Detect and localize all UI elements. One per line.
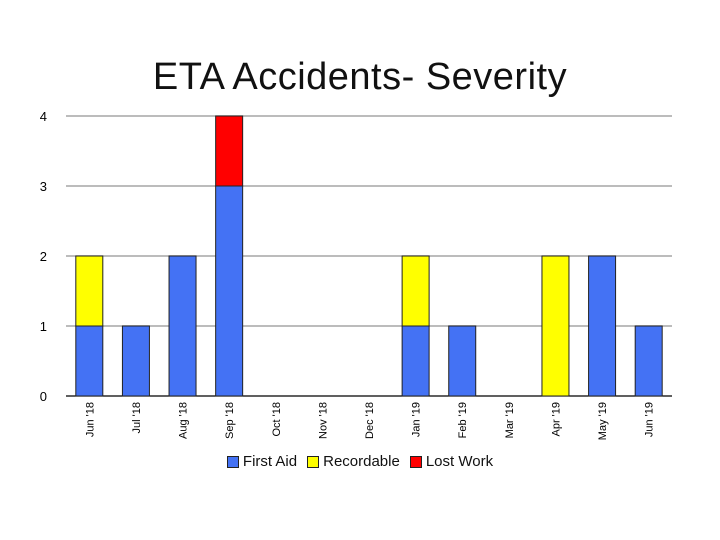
chart-title: ETA Accidents- Severity <box>152 56 568 98</box>
y-tick-label: 0 <box>40 389 47 404</box>
y-tick-label: 4 <box>40 109 47 124</box>
legend-swatch <box>226 455 239 468</box>
x-tick-label: May '19 <box>597 402 609 440</box>
x-tick-label: Oct '18 <box>271 402 283 437</box>
bar-first-aid <box>448 325 477 397</box>
legend-swatch <box>409 455 422 468</box>
legend-label: Recordable <box>323 453 400 470</box>
x-tick-label: Jun '18 <box>84 402 96 437</box>
bar-first-aid <box>401 325 430 397</box>
bar-recordable <box>75 255 104 327</box>
legend-item-lost-work: Lost Work <box>409 453 494 470</box>
x-tick-label: Aug '18 <box>178 402 190 439</box>
x-tick-label: Jun '19 <box>644 402 656 437</box>
x-tick-label: Jan '19 <box>411 402 423 437</box>
legend-swatch <box>307 455 320 468</box>
y-tick-label: 1 <box>40 319 47 334</box>
bar-first-aid <box>588 255 617 397</box>
bar-first-aid <box>75 325 104 397</box>
y-tick-label: 3 <box>40 179 47 194</box>
bar-first-aid <box>215 185 244 397</box>
bar-recordable <box>541 255 570 397</box>
y-tick-label: 2 <box>40 249 47 264</box>
legend-label: Lost Work <box>425 453 494 470</box>
bar-first-aid <box>634 325 663 397</box>
x-tick-label: Jul '18 <box>131 402 143 433</box>
legend-label: First Aid <box>242 453 298 470</box>
x-tick-label: Dec '18 <box>364 402 376 439</box>
bar-lost-work <box>215 115 244 187</box>
x-tick-label: Sep '18 <box>224 402 236 439</box>
x-tick-label: Nov '18 <box>317 402 329 439</box>
x-tick-label: Mar '19 <box>504 402 516 438</box>
x-tick-label: Feb '19 <box>457 402 469 438</box>
bar-first-aid <box>168 255 197 397</box>
bar-recordable <box>401 255 430 327</box>
legend: First Aid Recordable Lost Work <box>0 453 720 470</box>
bar-first-aid <box>121 325 150 397</box>
legend-item-recordable: Recordable <box>307 453 400 470</box>
x-tick-label: Apr '19 <box>550 402 562 437</box>
legend-item-first-aid: First Aid <box>226 453 298 470</box>
